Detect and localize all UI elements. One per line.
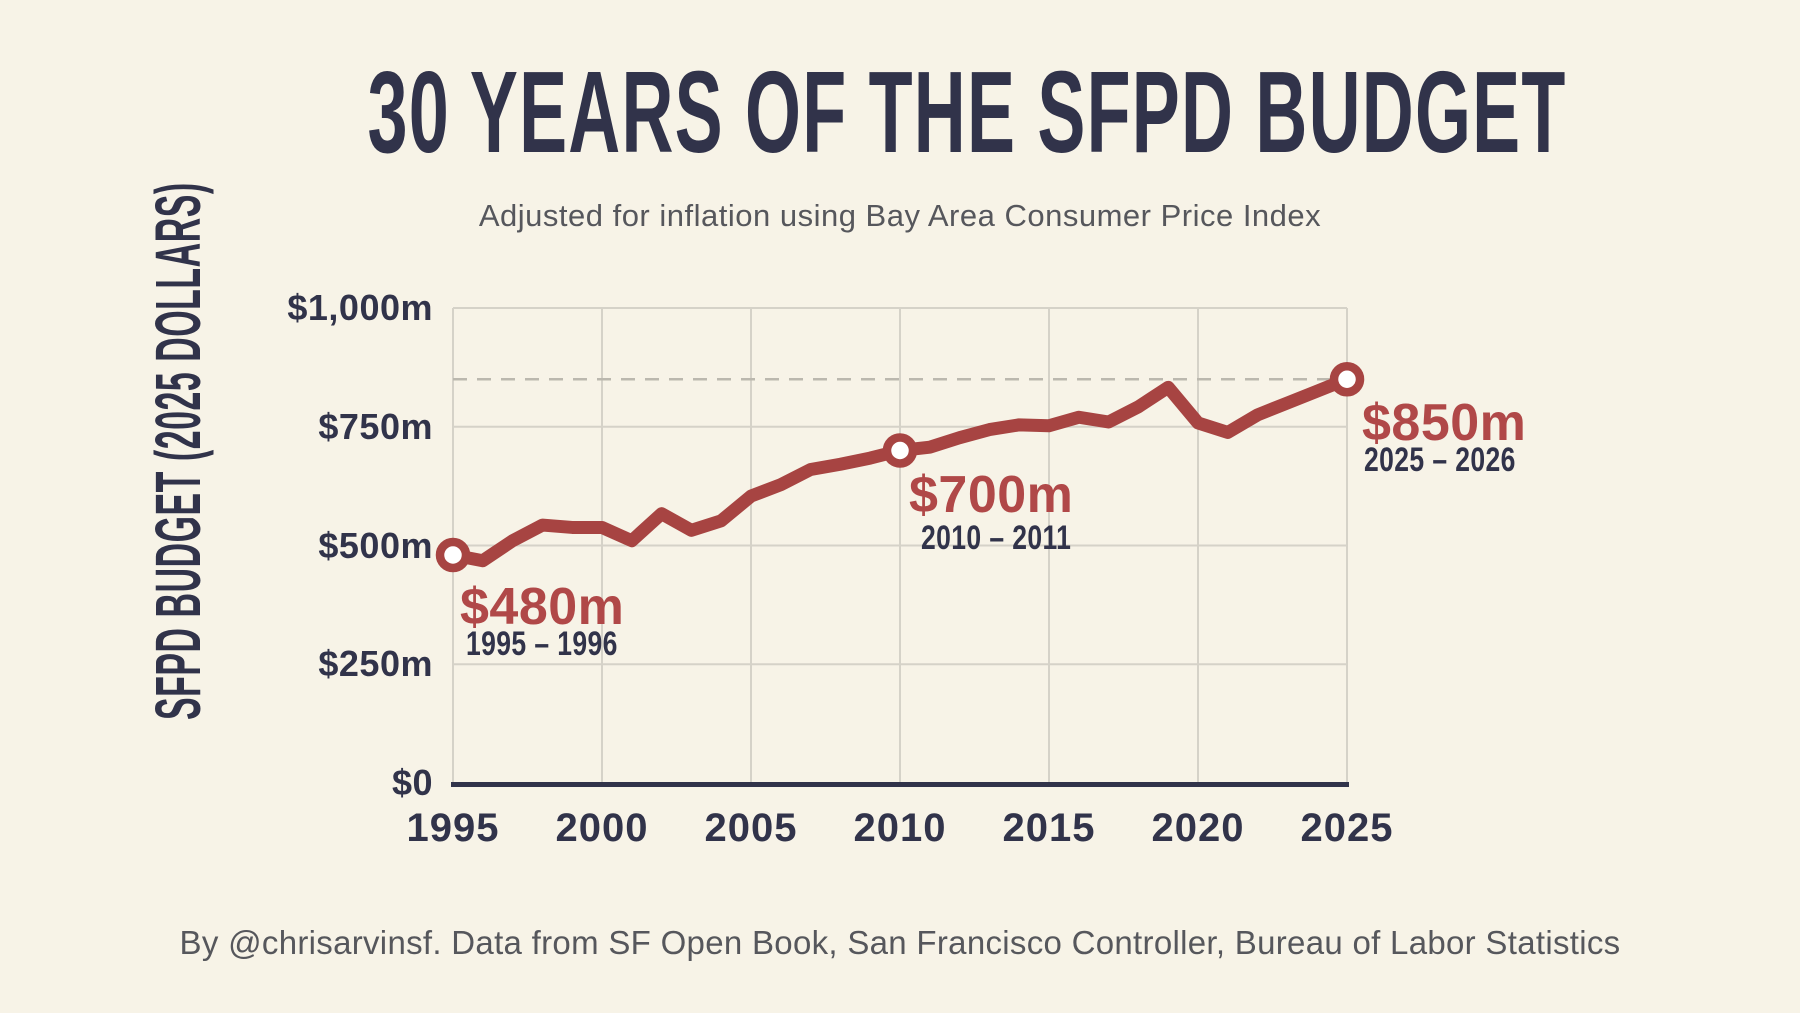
data-point-marker-2010	[882, 433, 918, 468]
chart-subtitle: Adjusted for inflation using Bay Area Co…	[478, 198, 1322, 233]
x-tick-label: 2025	[1300, 806, 1394, 850]
y-tick-label: $750m	[318, 405, 433, 447]
annotation-period-label: 1995 – 1996	[466, 625, 618, 663]
annotation-value-label: $700m	[909, 465, 1074, 524]
y-tick-label: $0	[391, 762, 433, 803]
page-title-text: 30 YEARS OF THE SFPD BUDGET	[367, 47, 1567, 177]
y-tick-label: $1,000m	[287, 287, 433, 328]
x-tick-label: 2005	[704, 806, 798, 850]
x-tick-label: 2000	[555, 806, 649, 850]
annotation-value-label: $480m	[460, 578, 625, 636]
data-point-marker-1995	[435, 537, 471, 573]
annotation-period-label: 2010 – 2011	[921, 518, 1072, 557]
page-title: 30 YEARS OF THE SFPD BUDGET	[0, 54, 1800, 170]
x-tick-label: 2020	[1151, 806, 1245, 850]
annotation-value-label: $850m	[1362, 394, 1527, 453]
x-tick-label: 1995	[406, 806, 500, 850]
y-tick-label: $500m	[318, 524, 433, 566]
credits-footer: By @chrisarvinsf. Data from SF Open Book…	[179, 924, 1621, 961]
data-point-marker-2025	[1329, 362, 1365, 397]
x-tick-label: 2010	[853, 806, 947, 850]
annotation-period-label: 2025 – 2026	[1364, 441, 1516, 480]
x-tick-label: 2015	[1002, 806, 1096, 850]
y-tick-label: $250m	[318, 643, 433, 685]
